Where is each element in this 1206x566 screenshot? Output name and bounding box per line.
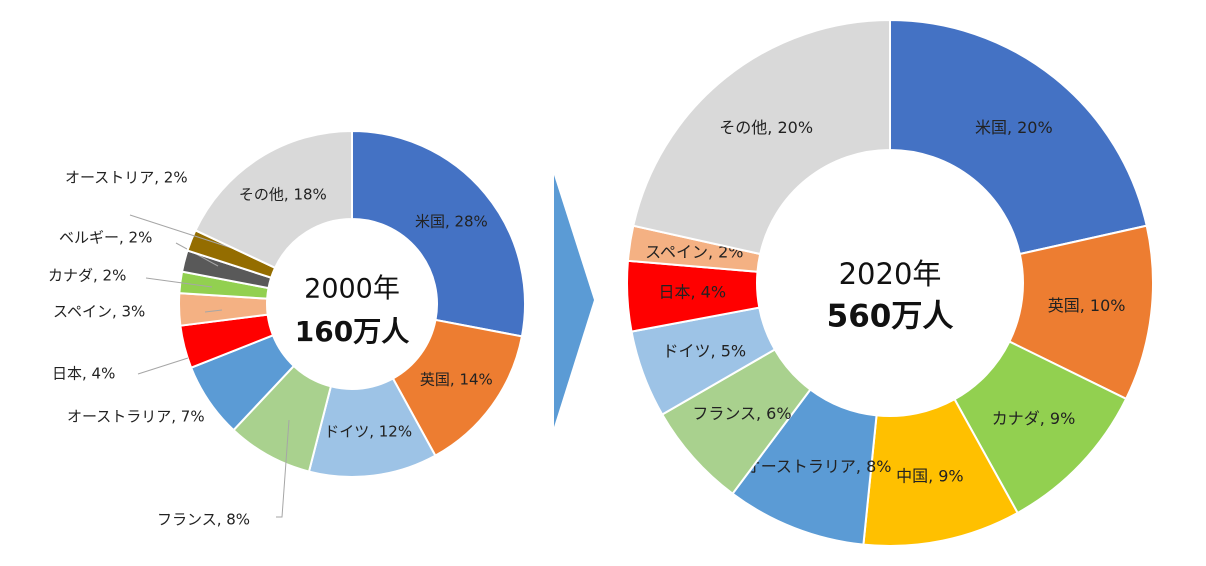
slice-label-1: 米国, 28% (415, 212, 488, 230)
slice-label-10: その他, 20% (719, 118, 813, 137)
leader-line-7 (204, 309, 223, 313)
slice-label-8: カナダ, 2% (48, 267, 126, 285)
slice-label-7: スペイン, 3% (53, 303, 145, 321)
slice-label-3: ドイツ, 12% (324, 422, 412, 440)
slice-label-1: 米国, 20% (975, 118, 1053, 137)
slice-label-6: 日本, 4% (52, 365, 115, 383)
slice-1-4472c4 (889, 18, 1148, 256)
slice-label-7: ドイツ, 5% (663, 341, 747, 360)
slice-label-2: 英国, 10% (1048, 296, 1126, 315)
transition-arrow (554, 175, 594, 427)
slice-label-8: 日本, 4% (658, 283, 726, 302)
center-total-label: 560万人 (827, 299, 954, 335)
slice-label-5: オーストラリア, 7% (67, 408, 205, 426)
leader-line-10 (129, 214, 245, 253)
slice-11-d9d9d9 (194, 129, 353, 270)
slice-label-6: フランス, 6% (692, 404, 791, 423)
center-total-label: 160万人 (295, 315, 409, 348)
slice-label-9: ベルギー, 2% (59, 229, 152, 247)
slice-label-2: 英国, 14% (420, 370, 493, 388)
slice-1-4472c4 (351, 129, 526, 338)
slice-label-11: その他, 18% (239, 186, 327, 204)
slice-label-5: オーストラリア, 8% (745, 457, 892, 476)
donut-chart-2000: 米国, 28% 英国, 14% ドイツ, 12% フランス, 8% オーストラリア, 7… (48, 129, 526, 529)
slice-label-4: 中国, 9% (896, 466, 964, 485)
leader-line-4 (276, 419, 290, 518)
leader-line-6 (137, 357, 189, 375)
slice-label-10: オーストリア, 2% (65, 169, 188, 187)
leader-line-8 (145, 277, 213, 288)
center-year-label: 2000年 (304, 274, 400, 305)
slice-10-d9d9d9 (632, 18, 891, 256)
slice-label-3: カナダ, 9% (992, 409, 1076, 428)
donut-chart-2020: 米国, 20% 英国, 10% カナダ, 9% 中国, 9%オーストラリア, 8% フラ… (626, 18, 1154, 547)
slice-label-9: スペイン, 2% (645, 243, 743, 262)
center-year-label: 2020年 (839, 257, 942, 291)
slice-label-4: フランス, 8% (157, 511, 250, 529)
